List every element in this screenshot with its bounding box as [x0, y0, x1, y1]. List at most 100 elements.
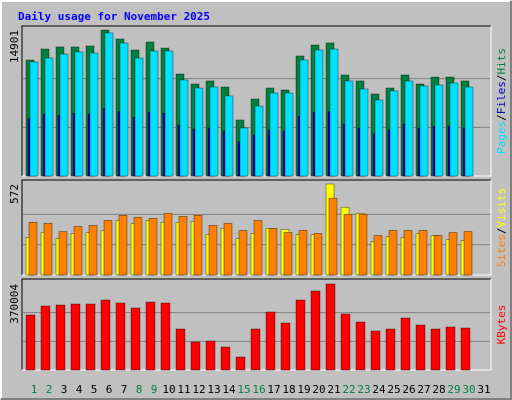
bar [370, 330, 381, 371]
bar [59, 53, 69, 177]
x-tick-label: 8 [136, 383, 143, 396]
x-tick-label: 5 [91, 383, 98, 396]
bar [119, 42, 129, 177]
bar [194, 87, 204, 177]
x-tick-label: 14 [222, 383, 236, 396]
bar [25, 314, 36, 371]
bar [70, 303, 81, 371]
bar [239, 127, 249, 177]
bar [175, 328, 186, 371]
bar [268, 228, 278, 276]
bar [40, 305, 51, 371]
bar [400, 317, 411, 371]
bar [299, 59, 309, 177]
bar [104, 32, 114, 177]
bar [403, 230, 413, 276]
bar [163, 212, 173, 276]
bar [445, 326, 456, 371]
bar [419, 85, 429, 177]
x-tick-label: 26 [402, 383, 415, 396]
bar [29, 61, 39, 177]
bar [340, 313, 351, 371]
bar [205, 340, 216, 371]
bar [265, 311, 276, 371]
bar [269, 92, 279, 177]
y-tick-label: 370004 [8, 284, 21, 324]
bar [298, 230, 308, 276]
x-tick-label: 3 [61, 383, 68, 396]
x-tick-label: 18 [282, 383, 295, 396]
bar [145, 301, 156, 371]
x-tick-label: 11 [177, 383, 190, 396]
x-tick-label: 17 [267, 383, 280, 396]
bar [385, 328, 396, 371]
x-tick-label: 1 [31, 383, 38, 396]
bar [220, 346, 231, 371]
bar [374, 99, 384, 177]
x-tick-label: 7 [121, 383, 128, 396]
bar [44, 57, 54, 177]
legend-entry: KBytes [495, 305, 508, 345]
bar [164, 50, 174, 177]
y-tick-label: 14901 [8, 30, 21, 63]
bar [193, 215, 203, 276]
legend-separator: / [495, 228, 508, 235]
bar [295, 299, 306, 371]
x-tick-label: 25 [387, 383, 400, 396]
bar [434, 84, 444, 177]
bar [223, 223, 233, 276]
bar [388, 230, 398, 276]
bar [58, 231, 68, 276]
bar [149, 50, 159, 177]
bar [355, 321, 366, 371]
legend-entry: Sites [495, 234, 508, 267]
legend: Pages/Files/Hits [495, 48, 508, 154]
bar [224, 95, 234, 177]
legend: KBytes [495, 305, 508, 345]
panel-edge-dark [21, 278, 491, 370]
bar [328, 197, 338, 276]
bar [359, 88, 369, 177]
legend: Sites/Visits [495, 188, 508, 268]
x-tick-label: 22 [342, 383, 355, 396]
bar [430, 328, 441, 371]
bar [389, 90, 399, 177]
x-tick-label: 21 [327, 383, 340, 396]
bar [463, 231, 473, 276]
bar [133, 216, 143, 276]
x-tick-label: 6 [106, 383, 113, 396]
bar [100, 299, 111, 371]
legend-entry: Files [495, 81, 508, 114]
bar [250, 328, 261, 371]
bar [418, 230, 428, 276]
x-tick-label: 16 [252, 383, 265, 396]
bar [314, 49, 324, 177]
bar [179, 79, 189, 177]
bar [415, 324, 426, 371]
x-tick-label: 27 [417, 383, 430, 396]
bar [284, 92, 294, 177]
bar [55, 304, 66, 371]
bar [460, 327, 471, 371]
bar [235, 356, 246, 371]
bar [209, 86, 219, 177]
bar [313, 233, 323, 276]
bar [73, 226, 83, 276]
x-tick-label: 9 [151, 383, 158, 396]
legend-entry: Visits [495, 188, 508, 228]
chart-title: Daily usage for November 2025 [18, 10, 210, 23]
x-tick-label: 24 [372, 383, 386, 396]
x-tick-label: 23 [357, 383, 370, 396]
x-tick-label: 12 [192, 383, 205, 396]
legend-separator: / [495, 114, 508, 121]
x-tick-label: 30 [462, 383, 475, 396]
bar [310, 290, 321, 371]
x-tick-label: 20 [312, 383, 325, 396]
bar [115, 302, 126, 371]
bar [325, 283, 336, 371]
bar [43, 223, 53, 276]
x-tick-label: 10 [162, 383, 175, 396]
bar [74, 51, 84, 177]
